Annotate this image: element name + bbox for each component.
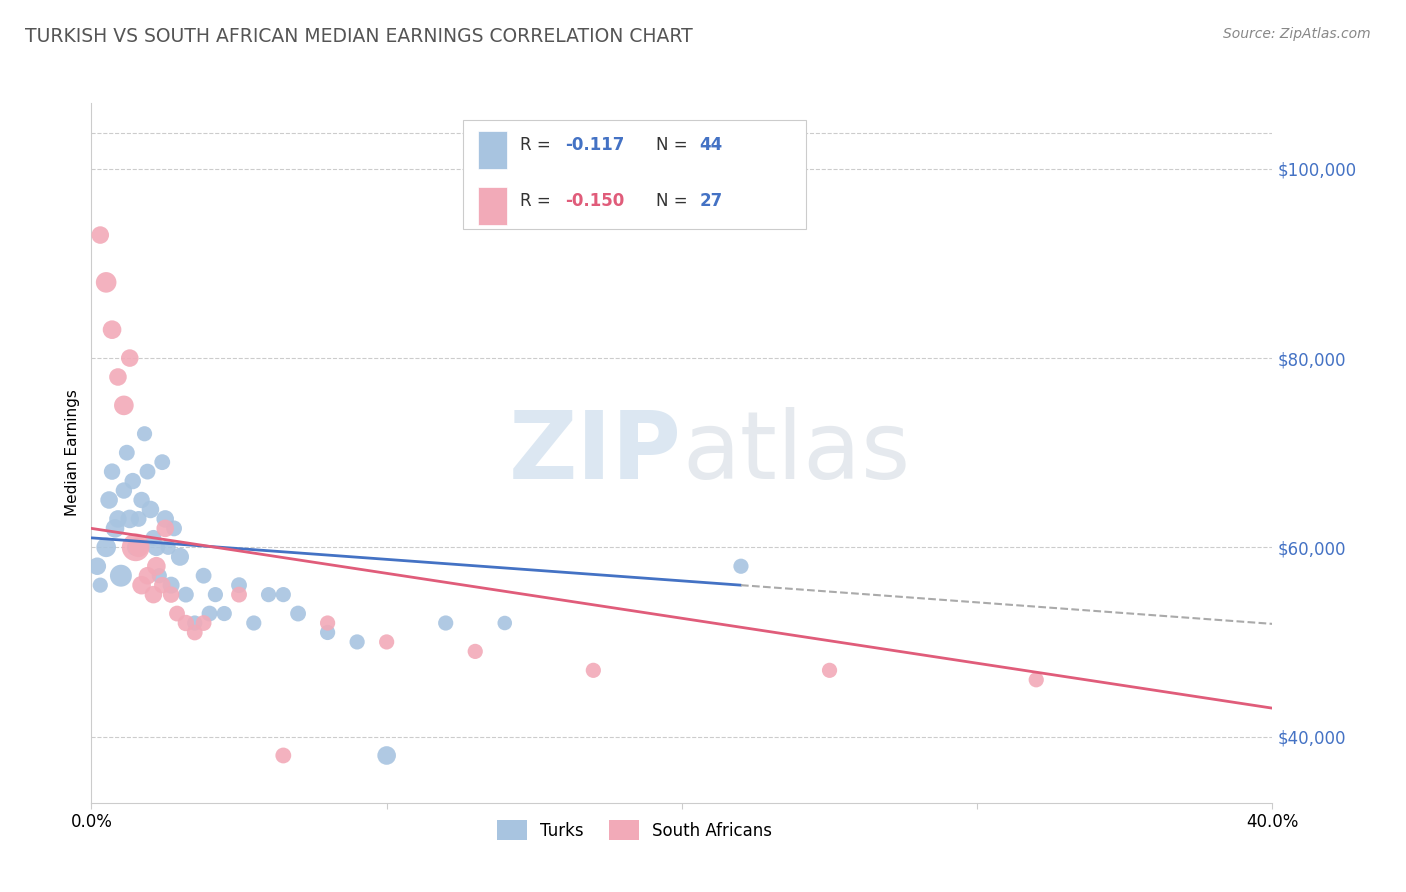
Point <box>136 568 159 582</box>
Text: 27: 27 <box>700 192 723 211</box>
Point <box>89 578 111 592</box>
Point <box>110 568 132 582</box>
Text: R =: R = <box>520 136 557 154</box>
Text: -0.117: -0.117 <box>565 136 624 154</box>
Text: atlas: atlas <box>682 407 910 499</box>
Point <box>142 531 165 545</box>
Point <box>96 541 118 555</box>
Point <box>375 635 398 649</box>
Point <box>316 615 339 630</box>
Point <box>134 426 156 441</box>
Point <box>115 445 138 460</box>
Point <box>494 615 516 630</box>
Point <box>86 559 108 574</box>
Point <box>121 474 143 488</box>
Point <box>139 502 162 516</box>
FancyBboxPatch shape <box>464 120 806 228</box>
Point <box>818 663 841 677</box>
Text: ZIP: ZIP <box>509 407 682 499</box>
Point <box>214 607 236 621</box>
Point <box>193 568 215 582</box>
Point <box>228 588 250 602</box>
Point <box>169 549 191 564</box>
Point <box>204 588 226 602</box>
Text: N =: N = <box>657 192 693 211</box>
Point <box>193 615 215 630</box>
Point <box>112 483 135 498</box>
Point <box>142 588 165 602</box>
Point <box>128 541 150 555</box>
Point <box>153 521 177 535</box>
Point <box>118 351 141 365</box>
Point <box>118 512 141 526</box>
Point <box>183 625 207 640</box>
Point <box>243 615 266 630</box>
Point <box>174 588 197 602</box>
Point <box>89 228 111 243</box>
Text: TURKISH VS SOUTH AFRICAN MEDIAN EARNINGS CORRELATION CHART: TURKISH VS SOUTH AFRICAN MEDIAN EARNINGS… <box>25 27 693 45</box>
Point <box>150 578 173 592</box>
Text: N =: N = <box>657 136 693 154</box>
Point <box>183 615 207 630</box>
Point <box>145 541 167 555</box>
Point <box>257 588 280 602</box>
Point <box>198 607 221 621</box>
Point <box>148 568 170 582</box>
Text: R =: R = <box>520 192 557 211</box>
Point <box>104 521 127 535</box>
Point <box>160 578 183 592</box>
Point <box>160 588 183 602</box>
Point <box>131 578 153 592</box>
Y-axis label: Median Earnings: Median Earnings <box>65 389 80 516</box>
Bar <box>478 130 508 169</box>
Point <box>145 559 167 574</box>
Point <box>163 521 186 535</box>
Point <box>1025 673 1047 687</box>
Point <box>128 512 150 526</box>
Point <box>101 323 124 337</box>
Point <box>124 541 148 555</box>
Point <box>107 370 129 384</box>
Point <box>124 541 148 555</box>
Point <box>153 512 177 526</box>
Point <box>166 607 188 621</box>
Point <box>375 748 398 763</box>
Point <box>174 615 197 630</box>
Point <box>112 398 135 412</box>
Point <box>287 607 309 621</box>
Point <box>434 615 457 630</box>
Point <box>464 644 486 658</box>
Point <box>98 493 121 508</box>
Point <box>96 276 118 290</box>
Legend: Turks, South Africans: Turks, South Africans <box>491 814 779 847</box>
Point <box>273 748 295 763</box>
Point <box>316 625 339 640</box>
Text: Source: ZipAtlas.com: Source: ZipAtlas.com <box>1223 27 1371 41</box>
Point <box>582 663 605 677</box>
Point <box>730 559 752 574</box>
Point <box>346 635 368 649</box>
Point <box>228 578 250 592</box>
Point <box>101 465 124 479</box>
Point <box>136 465 159 479</box>
Text: 44: 44 <box>700 136 723 154</box>
Point <box>273 588 295 602</box>
Point <box>131 493 153 508</box>
Point <box>107 512 129 526</box>
Text: -0.150: -0.150 <box>565 192 624 211</box>
Point <box>150 455 173 469</box>
Point <box>157 541 180 555</box>
Bar <box>478 186 508 225</box>
